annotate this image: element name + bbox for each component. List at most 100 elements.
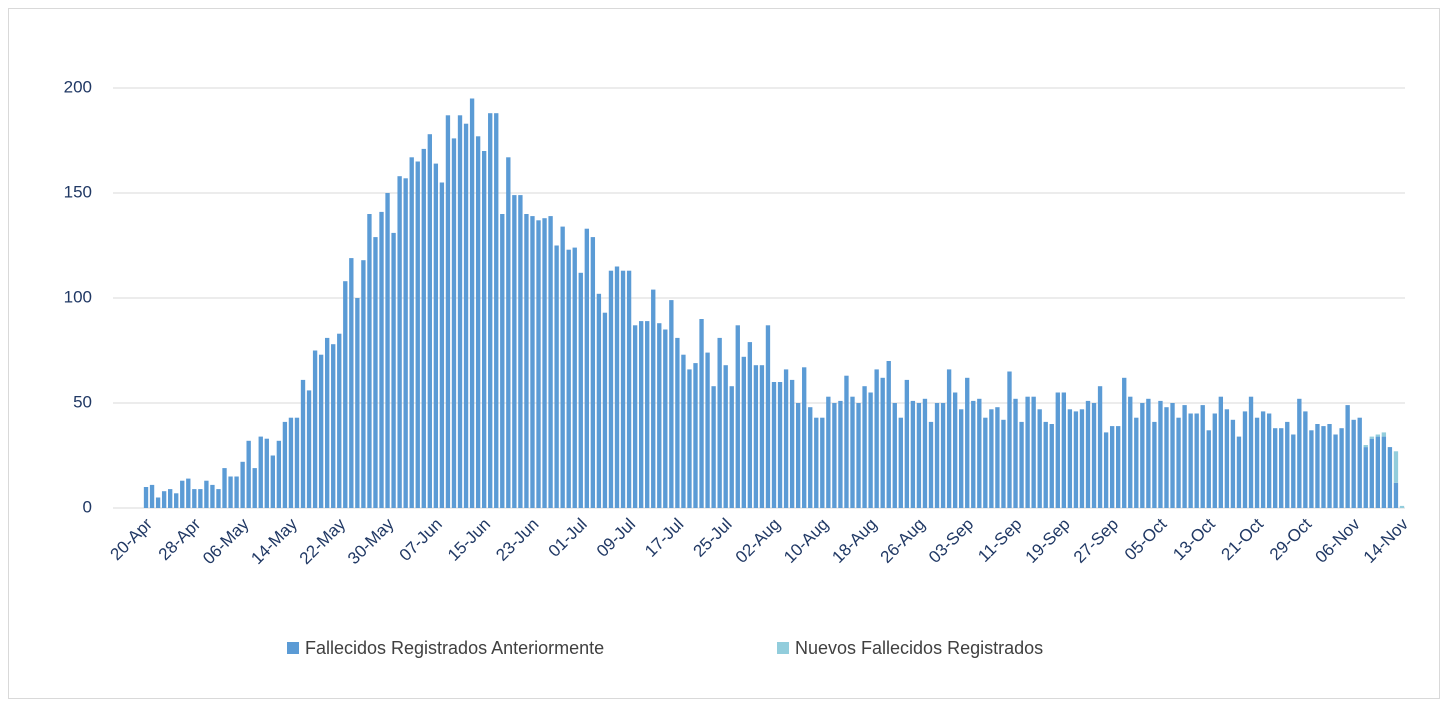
- bar-segment: [814, 417, 819, 508]
- legend-swatch: [287, 642, 299, 654]
- bar-segment: [167, 489, 173, 508]
- bar-segment: [1067, 409, 1073, 508]
- bar-segment: [1357, 417, 1362, 508]
- bar-segment: [1248, 396, 1254, 508]
- bar-segment: [1273, 428, 1278, 508]
- bar-segment: [1140, 403, 1145, 508]
- bar-segment: [1339, 428, 1344, 508]
- bar-segment: [1393, 451, 1399, 483]
- y-tick-label: 50: [73, 392, 92, 411]
- bar-segment: [1055, 392, 1060, 508]
- bar-segment: [361, 260, 366, 508]
- bar-segment: [1242, 411, 1248, 508]
- bar-segment: [1007, 371, 1012, 508]
- bar-segment: [657, 323, 662, 508]
- bar-segment: [161, 491, 167, 508]
- bar-segment: [312, 350, 318, 508]
- bar-segment: [705, 352, 710, 508]
- bar-segment: [874, 369, 879, 508]
- bar-segment: [826, 396, 831, 508]
- bar-segment: [928, 421, 934, 508]
- bar-segment: [1013, 398, 1018, 508]
- bar-segment: [777, 382, 783, 508]
- bar-segment: [282, 421, 288, 508]
- bar-segment: [391, 232, 396, 508]
- bar-segment: [463, 123, 469, 508]
- bar-segment: [983, 417, 988, 508]
- bar-segment: [675, 337, 680, 508]
- bar-segment: [741, 356, 746, 508]
- bar-segment: [1260, 411, 1266, 508]
- bar-segment: [331, 344, 336, 508]
- bar-segment: [699, 319, 704, 508]
- bar-segment: [1019, 421, 1024, 508]
- bar-segment: [373, 237, 378, 508]
- bar-segment: [952, 392, 958, 508]
- legend-label: Fallecidos Registrados Anteriormente: [305, 638, 604, 658]
- bar-segment: [475, 136, 481, 509]
- bar-segment: [789, 379, 795, 508]
- bar-segment: [940, 403, 946, 508]
- bar-segment: [844, 375, 849, 508]
- bar-segment: [1297, 398, 1302, 508]
- bar-segment: [1363, 447, 1368, 508]
- bar-segment: [820, 417, 825, 508]
- bar-segment: [856, 403, 861, 508]
- bar-segment: [880, 377, 885, 508]
- bar-segment: [566, 249, 571, 508]
- bar-segment: [572, 247, 577, 508]
- bar-segment: [288, 417, 294, 508]
- bar-segment: [934, 403, 940, 508]
- bar-segment: [192, 489, 197, 508]
- bar-segment: [946, 369, 952, 508]
- bar-segment: [1230, 419, 1236, 508]
- bar-segment: [240, 461, 245, 508]
- bar-segment: [1170, 403, 1175, 508]
- bar-segment: [488, 113, 493, 508]
- bar-segment: [542, 218, 547, 508]
- bar-segment: [1309, 430, 1314, 508]
- bar-segment: [1381, 432, 1387, 437]
- bar-segment: [898, 417, 903, 508]
- bar-segment: [1333, 434, 1338, 508]
- bar-segment: [1387, 447, 1393, 508]
- bar-segment: [1049, 424, 1054, 508]
- bar-segment: [850, 396, 855, 508]
- bar-segment: [1321, 426, 1326, 508]
- bar-segment: [1025, 396, 1030, 508]
- bar-segment: [198, 489, 203, 508]
- bar-segment: [385, 193, 390, 508]
- bar-segment: [343, 281, 348, 508]
- bar-segment: [795, 403, 801, 508]
- bar-segment: [494, 113, 499, 508]
- bar-segment: [1061, 392, 1067, 508]
- bar-segment: [808, 407, 813, 508]
- bar-segment: [409, 157, 414, 509]
- bar-segment: [506, 157, 511, 509]
- bar-segment: [1291, 434, 1296, 508]
- bar-segment: [1097, 386, 1103, 508]
- bar-segment: [204, 480, 209, 508]
- bar-segment: [1001, 419, 1006, 508]
- bar-segment: [415, 161, 420, 508]
- bar-segment: [723, 365, 728, 508]
- bar-segment: [294, 417, 300, 508]
- bar-segment: [1345, 405, 1350, 508]
- bar-segment: [439, 182, 445, 508]
- bar-segment: [1363, 445, 1368, 448]
- bar-segment: [1369, 436, 1374, 439]
- bar-segment: [276, 440, 282, 508]
- chart-border: [8, 8, 1440, 699]
- bar-segment: [626, 270, 632, 508]
- bar-segment: [548, 216, 553, 508]
- bar-segment: [1152, 421, 1157, 508]
- bar-segment: [971, 400, 976, 508]
- bar-segment: [632, 325, 638, 508]
- bar-segment: [729, 386, 734, 508]
- bar-segment: [1116, 426, 1121, 508]
- bar-segment: [445, 115, 451, 509]
- bar-segment: [838, 400, 843, 508]
- bar-segment: [512, 195, 517, 508]
- bar-segment: [832, 403, 837, 508]
- bar-segment: [922, 398, 928, 508]
